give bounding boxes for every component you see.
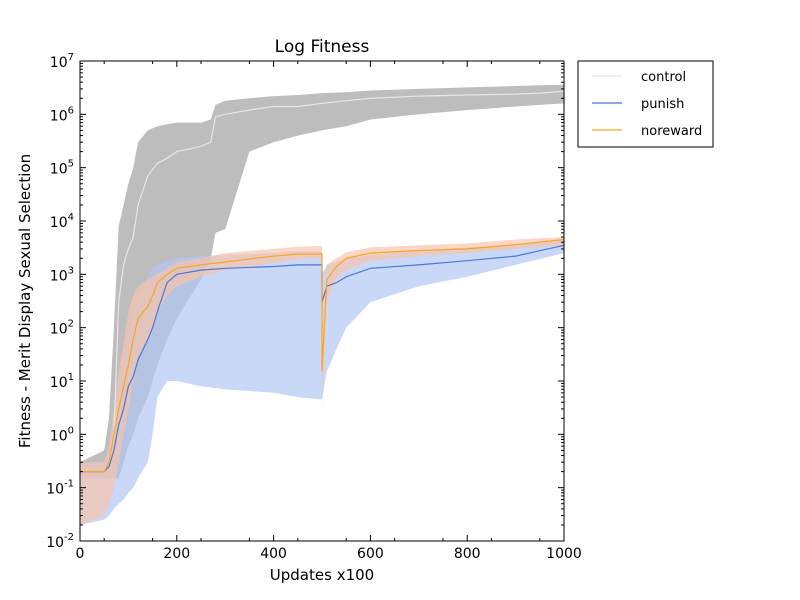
- x-tick-label: 800: [454, 546, 481, 562]
- band-noreward: [80, 237, 564, 525]
- y-tick-label: 102: [50, 319, 74, 338]
- y-tick-label: 100: [50, 425, 74, 444]
- y-tick-label: 107: [50, 52, 74, 71]
- x-tick-label: 1000: [546, 546, 582, 562]
- x-axis-ticks: 0 200 400 600 800 1000: [76, 61, 582, 562]
- x-tick-label: 0: [76, 546, 85, 562]
- plot-frame: [79, 60, 565, 542]
- x-axis-label: Updates x100: [270, 566, 374, 584]
- x-tick-label: 400: [260, 546, 287, 562]
- y-tick-label: 10-1: [46, 479, 74, 498]
- series-lines: [80, 90, 565, 473]
- legend-label-noreward: noreward: [641, 124, 702, 139]
- chart-title: Log Fitness: [275, 37, 370, 57]
- y-tick-label: 104: [50, 212, 74, 231]
- y-tick-label: 106: [50, 105, 74, 124]
- y-tick-label: 105: [50, 159, 74, 178]
- legend-label-control: control: [641, 70, 686, 85]
- y-tick-label: 10-2: [46, 532, 74, 551]
- confidence-bands: [80, 84, 564, 525]
- y-tick-label: 101: [50, 372, 74, 391]
- line-punish: [80, 244, 565, 473]
- legend-frame: [577, 60, 714, 148]
- y-axis-ticks: 10-2 10-1 100 101 102 103 104 105 106 107: [46, 52, 564, 551]
- x-tick-label: 200: [163, 546, 190, 562]
- band-control: [80, 84, 564, 479]
- line-control: [80, 90, 565, 473]
- line-noreward: [80, 238, 565, 473]
- legend: control punish noreward: [577, 60, 714, 148]
- y-axis-label: Fitness - Merit Display Sexual Selection: [16, 154, 34, 448]
- x-tick-label: 600: [357, 546, 384, 562]
- y-tick-label: 103: [50, 265, 74, 284]
- legend-label-punish: punish: [641, 97, 684, 112]
